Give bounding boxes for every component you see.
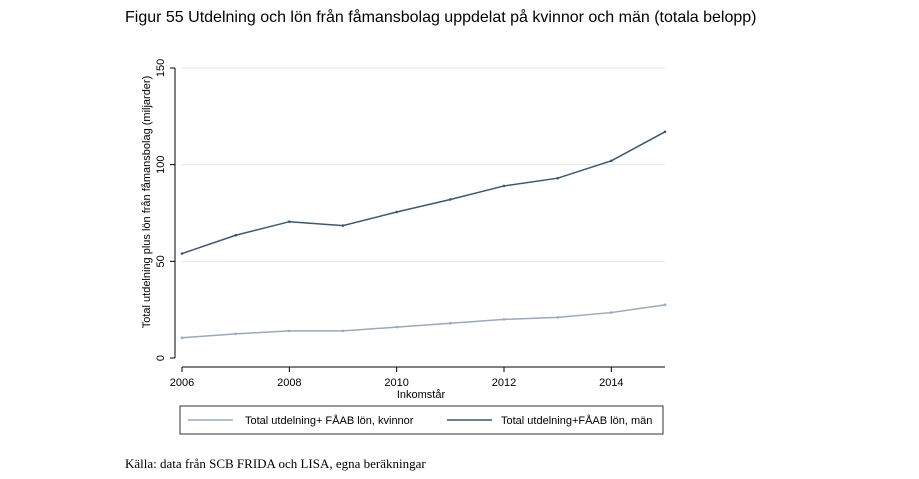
- data-point-0-2006: [180, 336, 184, 340]
- axes: 0 50 100 150 2006 2008 2010 2012 2014: [155, 59, 665, 389]
- data-point-1-2007: [234, 233, 237, 237]
- y-tick-label-100: 100: [155, 155, 167, 173]
- x-tick-label-2008: 2008: [277, 377, 301, 389]
- data-point-0-2011: [449, 321, 452, 325]
- series-line-0: [181, 304, 666, 339]
- y-axis-label: Total utdelning plus lön från fåmansbola…: [141, 76, 153, 329]
- x-axis-label: Inkomstår: [397, 389, 446, 401]
- plot-background: [142, 45, 682, 443]
- data-point-1-2011: [449, 198, 452, 201]
- data-point-1-2009: [341, 224, 345, 227]
- data-point-0-2013: [556, 316, 559, 319]
- data-point-1-2010: [395, 210, 398, 214]
- data-point-0-2014: [610, 311, 613, 314]
- legend-label-man: Total utdelning+FÅAB lön, män: [501, 414, 652, 427]
- series-line-1: [181, 131, 666, 255]
- x-tick-label-2006: 2006: [170, 377, 194, 389]
- figure-title: Figur 55 Utdelning och lön från fåmansbo…: [125, 9, 757, 26]
- x-tick-label-2012: 2012: [492, 377, 516, 389]
- data-point-1-2013: [556, 176, 559, 180]
- y-tick-label-0: 0: [155, 355, 167, 361]
- legend-label-kvinnor: Total utdelning+ FÅAB lön, kvinnor: [245, 414, 414, 427]
- data-point-1-2014: [610, 159, 613, 163]
- y-tick-label-50: 50: [155, 255, 167, 267]
- data-point-1-2015: [663, 130, 667, 134]
- y-tick-label-150: 150: [155, 59, 167, 77]
- x-tick-label-2014: 2014: [599, 377, 623, 389]
- data-point-1-2008: [288, 220, 291, 223]
- data-point-1-2006: [180, 252, 184, 255]
- data-point-0-2008: [288, 329, 291, 333]
- data-point-0-2010: [395, 325, 398, 329]
- source-note: Källa: data från SCB FRIDA och LISA, egn…: [125, 456, 426, 471]
- data-point-1-2012: [502, 184, 506, 188]
- series-lines: [180, 130, 667, 340]
- data-point-0-2009: [341, 329, 345, 333]
- data-point-0-2015: [663, 303, 667, 307]
- legend: Total utdelning+ FÅAB lön, kvinnor Total…: [179, 405, 664, 435]
- data-point-0-2012: [502, 318, 506, 321]
- x-tick-label-2010: 2010: [384, 377, 408, 389]
- data-point-0-2007: [234, 332, 237, 336]
- grid-lines: [182, 67, 665, 262]
